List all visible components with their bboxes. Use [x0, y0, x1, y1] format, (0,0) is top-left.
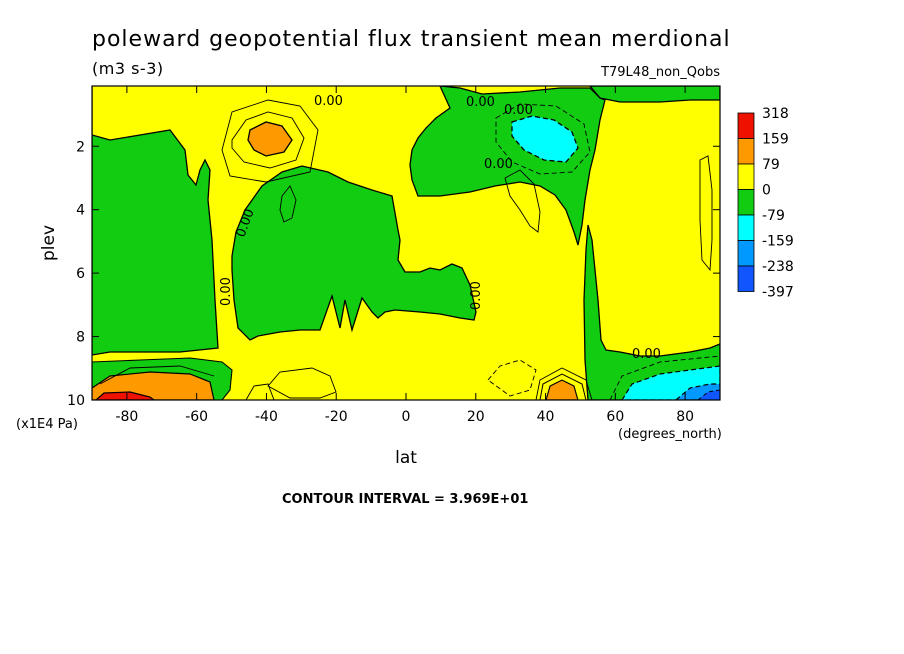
y-tick-label: 8 [76, 330, 85, 346]
contour-line [231, 111, 305, 169]
contour-line [504, 169, 541, 233]
colorbar-swatch [737, 163, 755, 190]
colorbar-label: 0 [762, 183, 771, 199]
x-tick-label: -60 [185, 409, 208, 425]
x-tick-label: -20 [325, 409, 348, 425]
contour-label: 0.00 [504, 103, 533, 118]
colorbar-swatch [737, 240, 755, 267]
colorbar-label: -79 [762, 208, 785, 224]
region-nh-top-green [589, 86, 720, 103]
contour-line [535, 367, 593, 400]
region-tropical-green [231, 165, 477, 341]
x-tick-label: 80 [676, 409, 694, 425]
y-tick-label: 2 [76, 139, 85, 155]
dashed-contours [487, 103, 720, 400]
y-tick-label: 4 [76, 203, 85, 219]
contour-line [495, 103, 591, 175]
x-tick-label: 60 [606, 409, 624, 425]
region-orange-upper [247, 121, 293, 157]
filled-contours [92, 86, 720, 400]
y-tick-label: 10 [67, 393, 85, 409]
region-cyan-upper [511, 115, 579, 163]
contour-label: 0.00 [466, 95, 495, 110]
chart-units: (m3 s-3) [92, 59, 164, 78]
contour-label: 0.00 [632, 347, 661, 362]
y-tick-label: 6 [76, 266, 85, 282]
colorbar-label: -397 [762, 285, 794, 301]
x-tick-label: -40 [255, 409, 278, 425]
region-sh-polar-green [92, 86, 219, 356]
x-axis-label: lat [395, 448, 417, 468]
colorbar-swatch [737, 214, 755, 241]
chart-title: poleward geopotential flux transient mea… [92, 27, 731, 52]
contour-line [99, 365, 215, 385]
x-tick-label: 20 [467, 409, 485, 425]
contour-label: 0.00 [314, 94, 343, 109]
colorbar-swatch [737, 265, 755, 292]
colorbar: 318 159 79 0 -79 -159 -238 -397 [737, 106, 794, 301]
colorbar-label: -159 [762, 234, 794, 250]
contour-line [699, 155, 713, 272]
contour-interval-note: CONTOUR INTERVAL = 3.969E+01 [282, 492, 528, 507]
region-yellow-surface-40n [539, 373, 587, 400]
experiment-label: T79L48_non_Qobs [600, 65, 720, 80]
x-tick-label: 0 [402, 409, 411, 425]
region-red-surface-sh [95, 391, 155, 400]
colorbar-swatch [737, 189, 755, 216]
contour-label: 0.00 [469, 281, 484, 310]
x-tick-label: -80 [115, 409, 138, 425]
colorbar-swatch [737, 138, 755, 165]
contour-line [245, 383, 275, 400]
y-scale-note: (x1E4 Pa) [16, 417, 78, 432]
colorbar-label: 318 [762, 106, 789, 122]
region-deepblue-surface-nh [697, 389, 720, 400]
contour-label: 0.00 [219, 277, 234, 306]
y-axis-label: plev [39, 225, 59, 261]
contour-line [221, 99, 319, 183]
x-axis-ticks: -80 -60 -40 -20 0 20 40 60 80 [115, 86, 694, 425]
contour-line [487, 359, 537, 397]
contour-line [609, 355, 720, 400]
plot-area: 0.00 0.00 0.00 0.00 0.00 0.00 0.00 0.00 … [67, 85, 721, 425]
y-axis-ticks: 2 4 6 8 10 [67, 139, 720, 409]
colorbar-swatch [737, 112, 755, 139]
contour-label: 0.00 [484, 157, 513, 172]
colorbar-label: -238 [762, 259, 794, 275]
colorbar-label: 159 [762, 132, 789, 148]
x-axis-units: (degrees_north) [618, 427, 722, 442]
contour-line [267, 367, 337, 399]
region-nh-green-column [583, 224, 720, 400]
x-tick-label: 40 [537, 409, 555, 425]
contour-line [279, 185, 297, 223]
thin-contours [99, 99, 713, 400]
colorbar-label: 79 [762, 157, 780, 173]
